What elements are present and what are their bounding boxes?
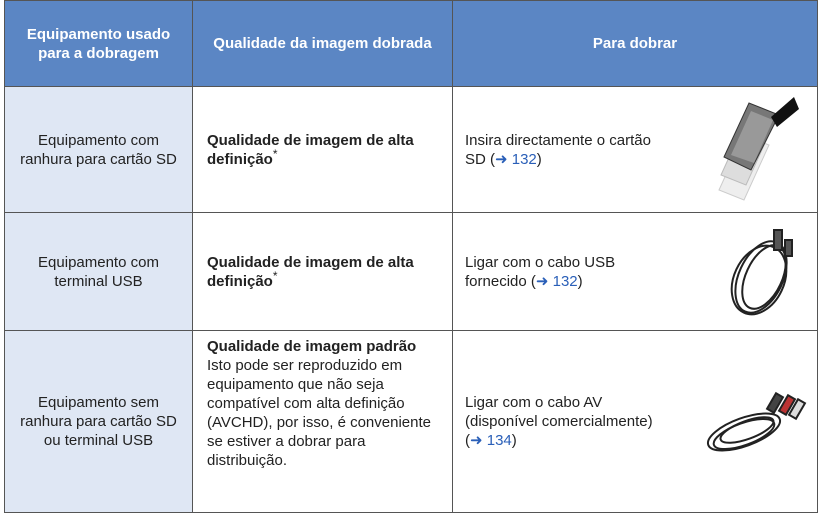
header-cell: Equipamento usado para a dobragem — [4, 0, 193, 87]
equipment-cell: Equipamento com ranhura para cartão SD — [4, 86, 193, 213]
page-reference[interactable]: ➜ 134 — [470, 432, 512, 449]
row: Equipamento com terminal USB Qualidade d… — [4, 212, 818, 331]
method: Ligar com o cabo AV (disponível comercia… — [465, 394, 653, 449]
note-mark: * — [272, 146, 278, 161]
method-cell: Ligar com o cabo AV (disponível comercia… — [452, 330, 818, 513]
method: Ligar com o cabo USB fornecido ( — [465, 253, 616, 290]
sd-card-icon — [718, 96, 799, 201]
page-reference[interactable]: ➜ 132 — [495, 150, 537, 168]
usb-cable-icon — [730, 228, 793, 315]
row: Equipamento com ranhura para cartão SD Q… — [4, 86, 818, 213]
description: Isto pode ser reproduzido em equipamento… — [207, 357, 431, 469]
method-cell: Ligar com o cabo USB fornecido (➜ 132) — [452, 212, 818, 331]
row: Equipamento sem ranhura para cartão SD o… — [4, 330, 818, 513]
close-paren: ) — [536, 150, 542, 168]
header-row: Equipamento usado para a dobragem Qualid… — [4, 0, 818, 87]
method-text: Ligar com o cabo USB fornecido (➜ 132) — [465, 253, 655, 291]
quality: Qualidade de imagem de alta definição — [207, 131, 414, 168]
method-cell: Insira directamente o cartão SD (➜ 132) — [452, 86, 818, 213]
equipment-cell: Equipamento com terminal USB — [4, 212, 193, 331]
quality: Qualidade de imagem de alta definição — [207, 253, 414, 290]
quality-cell: Qualidade de imagem padrão Isto pode ser … — [192, 330, 453, 513]
av-cable-icon — [706, 391, 807, 451]
quality-cell: Qualidade de imagem de alta definição* — [192, 86, 453, 213]
note-mark: * — [272, 268, 278, 283]
page-reference[interactable]: ➜ 132 — [535, 272, 578, 290]
header-cell: Qualidade da imagem dobrada — [192, 0, 453, 87]
dubbing-table: Equipamento usado para a dobragem Qualid… — [4, 0, 818, 513]
header-cell: Para dobrar — [452, 0, 818, 87]
quality-cell: Qualidade de imagem de alta definição* — [192, 212, 453, 331]
close-paren: ) — [511, 432, 517, 449]
method: Insira directamente o cartão SD ( — [465, 131, 651, 168]
method-text: Insira directamente o cartão SD (➜ 132) — [465, 131, 655, 169]
close-paren: ) — [577, 272, 583, 290]
equipment-cell: Equipamento sem ranhura para cartão SD o… — [4, 330, 193, 513]
quality: Qualidade de imagem padrão — [207, 338, 417, 355]
method-text: Ligar com o cabo AV (disponível comercia… — [465, 393, 655, 450]
